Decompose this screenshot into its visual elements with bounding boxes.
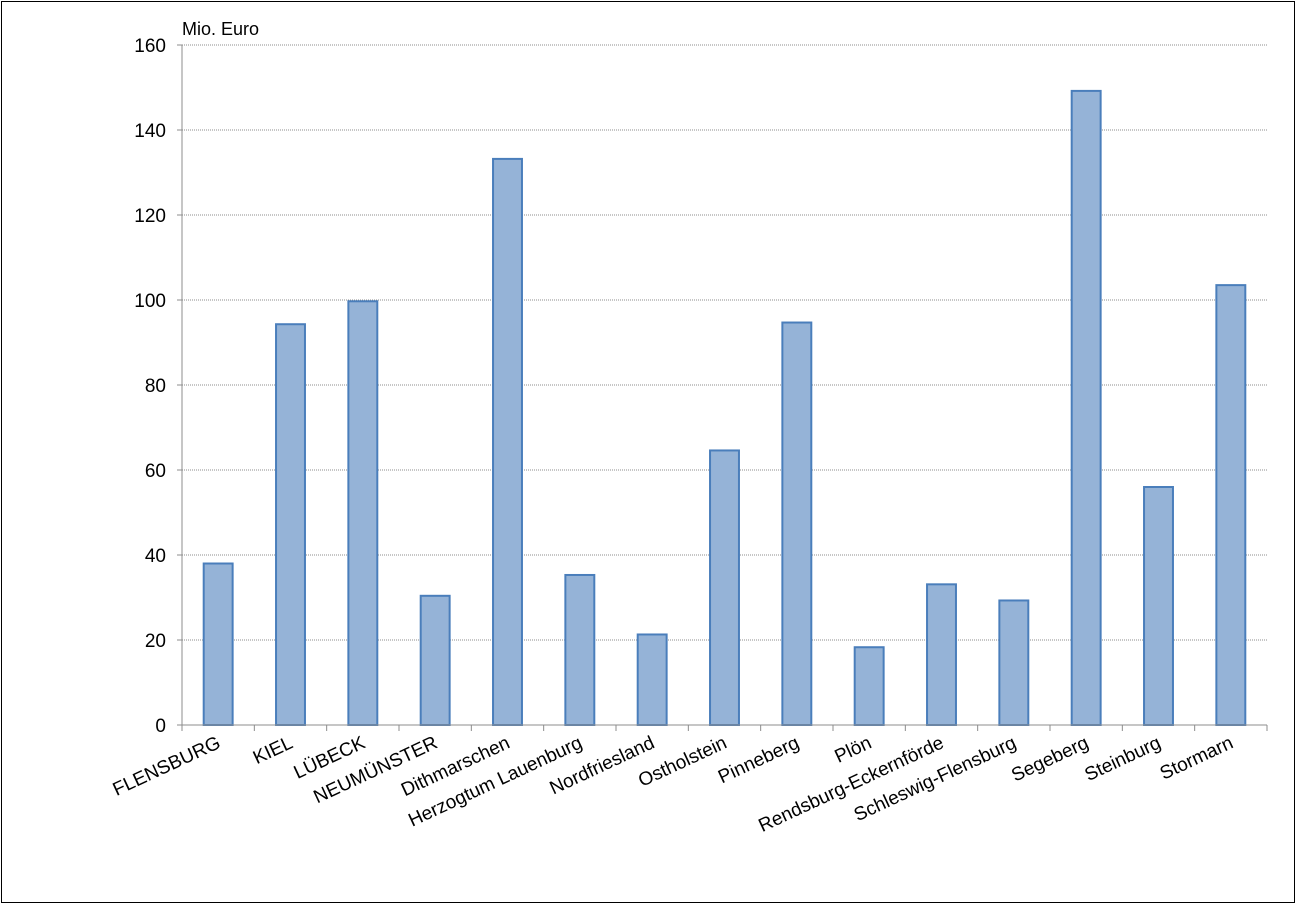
- bar-stormarn: [1215, 284, 1247, 726]
- x-category-label: FLENSBURG: [110, 732, 224, 800]
- y-tick-label: 140: [134, 121, 166, 142]
- bar-nordfriesland: [636, 633, 668, 726]
- bars: [202, 89, 1247, 727]
- bar-dithmarschen: [492, 157, 523, 726]
- x-category-label: Segeberg: [1008, 732, 1092, 786]
- y-tick-label: 0: [155, 716, 166, 737]
- y-tick-label: 80: [145, 376, 166, 397]
- bar-steinburg: [1143, 486, 1174, 726]
- y-tick-label: 100: [134, 291, 166, 312]
- bar-schleswig-flensburg: [998, 599, 1030, 726]
- bar-rendsburg-eckernförde: [926, 583, 957, 727]
- bar-lübeck: [347, 300, 379, 726]
- y-tick-label: 160: [134, 36, 166, 57]
- y-tick-label: 60: [145, 461, 166, 482]
- x-category-label: Plön: [832, 732, 875, 767]
- bar-flensburg: [202, 562, 234, 726]
- bar-ostholstein: [709, 449, 740, 726]
- x-category-label: Pinneberg: [715, 732, 802, 788]
- x-category-label: Stormarn: [1157, 732, 1237, 784]
- x-category-label: Steinburg: [1082, 732, 1165, 785]
- x-category-labels: FLENSBURG KIELLÜBECKNEUMÜNSTERDithmarsche…: [110, 732, 1237, 836]
- bar-plön: [853, 646, 885, 726]
- y-tick-label: 20: [145, 631, 166, 652]
- x-category-label: KIEL: [250, 732, 296, 768]
- bar-segeberg: [1070, 89, 1102, 726]
- bar-neumünster: [419, 594, 451, 726]
- axes: [177, 44, 1268, 731]
- bar-kiel: [275, 323, 306, 726]
- y-tick-label: 40: [145, 546, 166, 567]
- bar-herzogtum-lauenburg: [564, 573, 596, 726]
- y-tick-label: 120: [134, 206, 166, 227]
- bar-pinneberg: [781, 321, 813, 726]
- y-axis-unit-label: Mio. Euro: [182, 19, 259, 39]
- y-tick-labels: 0 20 40 60 80 100 120 140 160: [134, 36, 166, 737]
